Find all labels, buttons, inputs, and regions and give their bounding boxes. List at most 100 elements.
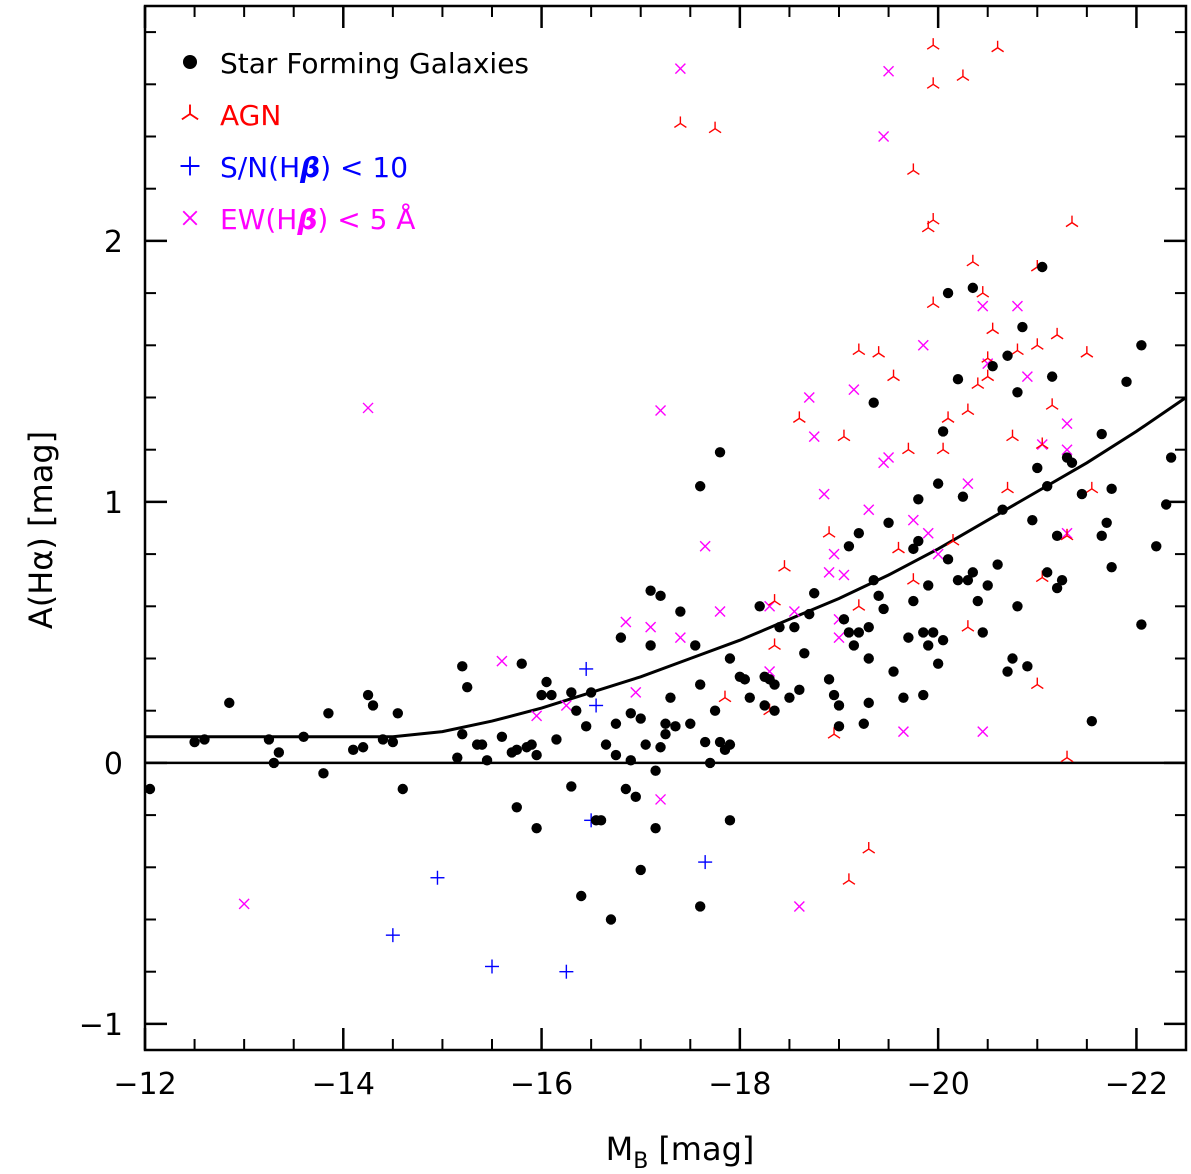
agn-point: [956, 69, 970, 82]
lowew-point: [699, 540, 711, 552]
sf-point: [1165, 452, 1177, 463]
data-points: [144, 38, 1177, 979]
sf-point: [1106, 561, 1117, 573]
sf-point: [1017, 321, 1028, 333]
agn-point: [961, 403, 975, 416]
x-tick-label: −18: [708, 1067, 771, 1102]
sf-point: [1096, 530, 1107, 542]
lowew-point: [883, 65, 895, 77]
legend-marker-lowew: [182, 210, 198, 226]
sf-point: [1066, 457, 1078, 468]
lowew-point: [630, 686, 642, 698]
sf-point: [263, 734, 275, 745]
agn-point: [941, 411, 955, 423]
sf-point: [754, 601, 765, 612]
x-axis-title: MB [mag]: [606, 1130, 755, 1174]
y-axis-title: A(Hα) [mag]: [22, 431, 60, 629]
legend-label-agn: AGN: [220, 99, 281, 132]
sf-point: [913, 494, 924, 505]
agn-point: [708, 121, 722, 134]
sf-point: [377, 734, 389, 745]
lowew-point: [655, 793, 667, 805]
y-tick-label: 1: [104, 486, 123, 521]
sf-point: [898, 692, 909, 703]
lowew-point: [496, 655, 508, 667]
sf-point: [531, 822, 542, 834]
agn-point: [1035, 437, 1049, 450]
agn-point: [892, 541, 905, 554]
agn-point: [1030, 677, 1044, 690]
sf-point: [457, 661, 468, 672]
lowsn-point: [579, 661, 594, 676]
legend-label-part: β: [296, 203, 317, 236]
sf-point: [392, 708, 404, 719]
sf-point: [610, 718, 622, 729]
sf-point: [1042, 567, 1053, 578]
legend-label-part: β: [299, 151, 320, 184]
lowew-point: [655, 405, 667, 417]
lowew-point: [823, 566, 835, 578]
lowew-point: [962, 478, 974, 490]
sf-point: [645, 640, 656, 651]
agn-point: [1060, 528, 1074, 541]
sf-point: [992, 559, 1003, 570]
agn-point: [936, 442, 950, 455]
agn-point: [852, 343, 866, 356]
sf-point: [323, 708, 334, 719]
sf-point: [888, 666, 899, 677]
sf-point: [1012, 387, 1023, 398]
agn-point: [872, 346, 886, 358]
lowsn-point: [698, 855, 713, 870]
lowew-point: [907, 514, 919, 526]
sf-point: [685, 718, 696, 729]
sf-point: [739, 674, 751, 685]
plot-frame: [143, 4, 1188, 1052]
sf-point: [918, 689, 929, 701]
sf-point: [199, 734, 210, 745]
lowew-point: [878, 131, 890, 142]
sf-point: [858, 718, 869, 729]
lowew-point: [620, 616, 632, 628]
sf-point: [1160, 499, 1172, 510]
sf-point: [883, 517, 894, 528]
sf-point: [695, 679, 706, 690]
lowew-point: [833, 632, 845, 644]
sf-point: [462, 682, 473, 693]
sf-point: [536, 689, 547, 701]
sf-point: [298, 731, 309, 742]
sf-point: [571, 705, 582, 716]
legend-marker-agn: [181, 104, 199, 121]
sf-point: [1002, 350, 1013, 361]
sf-point: [967, 282, 979, 294]
sf-point: [620, 783, 632, 795]
lowsn-point: [385, 928, 400, 943]
sf-point: [823, 674, 835, 685]
sf-point: [913, 535, 924, 547]
sf-point: [853, 528, 865, 539]
agn-point: [966, 254, 980, 267]
agn-point: [837, 429, 851, 442]
lowew-point: [848, 384, 860, 396]
sf-point: [630, 791, 641, 803]
sf-point: [923, 640, 934, 651]
sf-point: [189, 736, 200, 748]
lowsn-point: [430, 870, 445, 885]
sf-point: [833, 700, 845, 711]
lowew-point: [645, 621, 657, 633]
agn-point: [1001, 481, 1014, 494]
agn-point: [1085, 481, 1099, 494]
fit-curve-line: [145, 396, 1187, 739]
sf-point: [937, 426, 949, 437]
lowew-point: [922, 527, 934, 539]
x-tick-label: −14: [312, 1067, 375, 1102]
sf-point: [595, 815, 607, 826]
sf-point: [655, 742, 666, 753]
lowew-point: [793, 900, 805, 912]
sf-point: [1151, 541, 1162, 552]
sf-point: [903, 632, 914, 643]
agn-point: [718, 690, 732, 703]
fit-curve: [145, 396, 1187, 739]
sf-point: [1106, 483, 1117, 495]
lowsn-point: [559, 964, 574, 979]
